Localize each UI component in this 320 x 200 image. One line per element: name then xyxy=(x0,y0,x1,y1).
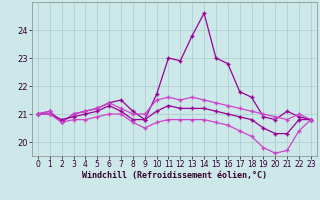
X-axis label: Windchill (Refroidissement éolien,°C): Windchill (Refroidissement éolien,°C) xyxy=(82,171,267,180)
